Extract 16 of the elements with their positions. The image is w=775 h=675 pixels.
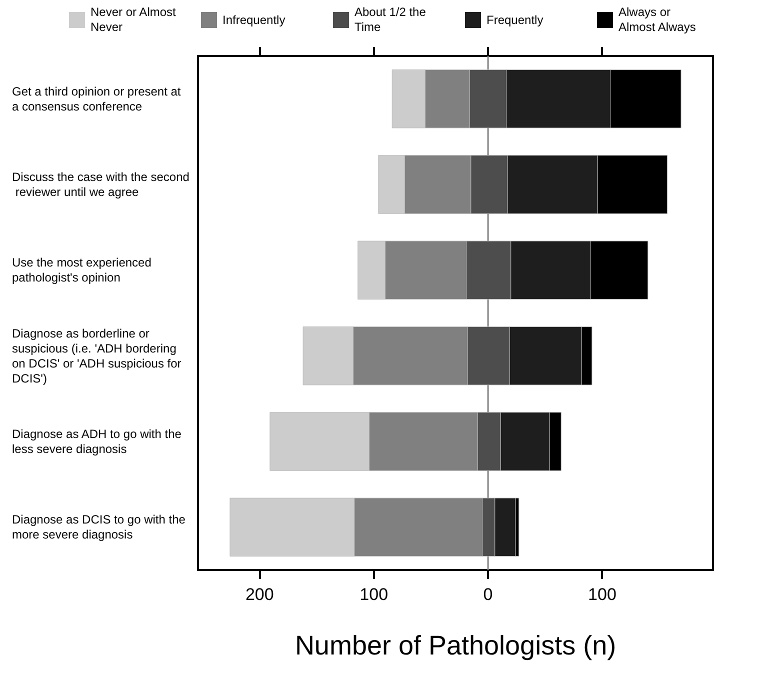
legend-label: Infrequently xyxy=(222,12,286,28)
y-tick-label: Diagnose as ADH to go with the less severe diagnosis xyxy=(12,427,185,456)
x-tick-label: 100 xyxy=(588,585,616,604)
y-tick-label: Get a third opinion or present at a consensus conference xyxy=(12,84,184,114)
y-tick-label: Discuss the case with the second reviewer until we agree xyxy=(12,170,190,199)
x-tick-label: 100 xyxy=(360,585,388,604)
x-tick-label: 0 xyxy=(483,585,493,604)
legend-label: Never or Almost Never xyxy=(90,5,177,35)
legend-label: About 1/2 the Time xyxy=(354,5,427,35)
legend-label: Always or Almost Always xyxy=(618,5,697,35)
y-tick-label: Use the most experienced pathologist's opinion xyxy=(12,256,155,285)
x-tick-label: 200 xyxy=(245,585,274,604)
legend-label: Frequently xyxy=(486,12,544,28)
x-axis-title: Number of Pathologists (n) xyxy=(294,630,616,660)
y-tick-label: Diagnose as DCIS to go with the more severe diagnosis xyxy=(12,512,189,542)
y-tick-label: Diagnose as borderline or suspicious (i.e. 'ADH bordering on DCIS' or 'ADH suspicious for DCIS') xyxy=(12,326,185,386)
